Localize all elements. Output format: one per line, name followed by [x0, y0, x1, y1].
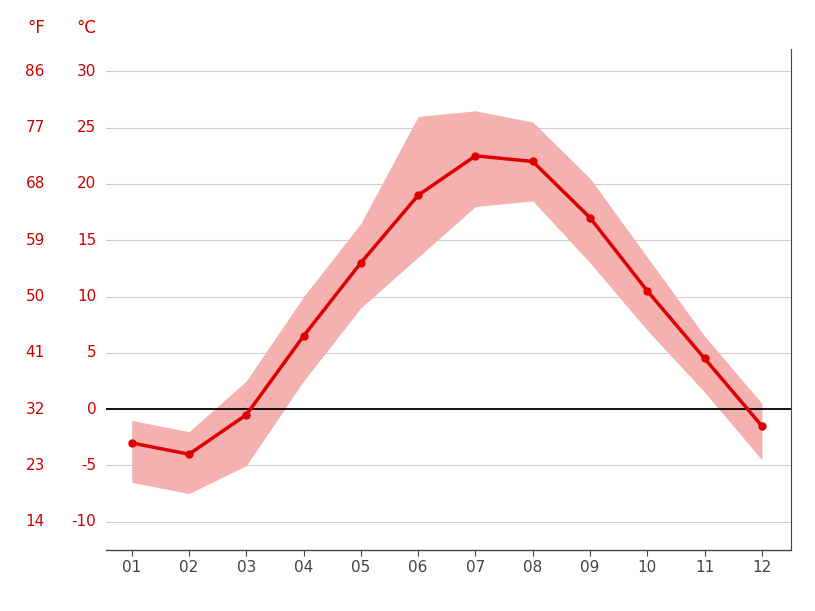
Text: 30: 30	[77, 64, 96, 79]
Text: 10: 10	[77, 289, 96, 304]
Text: 32: 32	[25, 401, 45, 417]
Text: 14: 14	[25, 514, 45, 529]
Text: 68: 68	[25, 177, 45, 191]
Text: -10: -10	[72, 514, 96, 529]
Text: 5: 5	[86, 345, 96, 360]
Text: 0: 0	[86, 401, 96, 417]
Text: 59: 59	[25, 233, 45, 248]
Text: -5: -5	[81, 458, 96, 473]
Text: 50: 50	[25, 289, 45, 304]
Text: 77: 77	[25, 120, 45, 135]
Text: 15: 15	[77, 233, 96, 248]
Text: °C: °C	[77, 19, 96, 37]
Text: 23: 23	[25, 458, 45, 473]
Text: °F: °F	[27, 19, 45, 37]
Text: 20: 20	[77, 177, 96, 191]
Text: 41: 41	[25, 345, 45, 360]
Text: 25: 25	[77, 120, 96, 135]
Text: 86: 86	[25, 64, 45, 79]
